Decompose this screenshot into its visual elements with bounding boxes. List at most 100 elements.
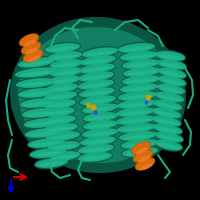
Ellipse shape [117, 99, 156, 109]
Ellipse shape [126, 62, 156, 67]
Ellipse shape [120, 110, 151, 115]
Ellipse shape [116, 98, 157, 110]
Ellipse shape [121, 102, 152, 107]
Ellipse shape [126, 78, 156, 83]
Ellipse shape [26, 111, 55, 116]
Ellipse shape [120, 83, 158, 93]
Ellipse shape [155, 51, 185, 61]
Ellipse shape [122, 46, 151, 51]
Ellipse shape [160, 87, 182, 93]
Ellipse shape [136, 158, 154, 170]
Ellipse shape [121, 139, 158, 149]
Ellipse shape [117, 123, 156, 133]
Ellipse shape [151, 106, 182, 120]
Ellipse shape [48, 126, 75, 131]
Ellipse shape [83, 67, 112, 72]
Ellipse shape [86, 131, 115, 136]
Ellipse shape [52, 54, 79, 59]
Ellipse shape [156, 82, 186, 96]
Ellipse shape [119, 131, 157, 141]
Ellipse shape [78, 79, 114, 90]
Ellipse shape [79, 63, 115, 74]
Ellipse shape [21, 107, 59, 119]
Ellipse shape [23, 117, 61, 129]
Ellipse shape [115, 114, 156, 126]
Ellipse shape [118, 130, 158, 142]
Ellipse shape [43, 99, 76, 109]
Ellipse shape [158, 95, 181, 101]
Ellipse shape [132, 142, 150, 154]
Ellipse shape [138, 155, 151, 162]
Ellipse shape [121, 74, 161, 86]
Ellipse shape [154, 130, 184, 144]
Ellipse shape [86, 107, 115, 112]
Ellipse shape [29, 131, 58, 136]
Ellipse shape [117, 42, 156, 54]
Ellipse shape [21, 41, 41, 55]
Ellipse shape [20, 81, 52, 86]
Ellipse shape [156, 58, 187, 71]
Ellipse shape [30, 148, 66, 158]
Ellipse shape [19, 33, 39, 47]
Ellipse shape [80, 95, 116, 106]
Ellipse shape [18, 88, 55, 98]
Ellipse shape [23, 49, 43, 63]
Ellipse shape [119, 50, 159, 62]
Ellipse shape [24, 127, 63, 139]
Ellipse shape [77, 78, 115, 91]
Ellipse shape [50, 134, 77, 139]
Ellipse shape [17, 87, 56, 99]
Ellipse shape [48, 51, 82, 61]
Ellipse shape [116, 107, 155, 117]
Ellipse shape [80, 55, 116, 66]
Ellipse shape [82, 111, 119, 123]
Ellipse shape [27, 137, 66, 149]
Ellipse shape [20, 98, 57, 108]
Ellipse shape [24, 50, 42, 62]
Ellipse shape [134, 150, 152, 162]
Ellipse shape [47, 74, 81, 86]
Ellipse shape [124, 54, 154, 59]
Ellipse shape [46, 118, 73, 123]
Ellipse shape [122, 94, 153, 99]
Ellipse shape [115, 106, 156, 118]
Ellipse shape [121, 126, 152, 131]
Ellipse shape [17, 56, 56, 69]
Ellipse shape [122, 75, 160, 85]
Ellipse shape [157, 74, 187, 88]
Ellipse shape [82, 103, 118, 114]
Ellipse shape [19, 71, 54, 76]
Ellipse shape [34, 151, 63, 156]
Ellipse shape [119, 82, 159, 94]
Ellipse shape [154, 138, 183, 152]
Ellipse shape [45, 43, 80, 53]
Ellipse shape [82, 147, 111, 152]
Ellipse shape [24, 39, 37, 46]
Ellipse shape [48, 86, 75, 91]
Ellipse shape [116, 122, 157, 134]
Ellipse shape [118, 43, 155, 53]
Ellipse shape [49, 66, 83, 78]
Ellipse shape [77, 70, 115, 83]
Ellipse shape [79, 87, 115, 98]
Ellipse shape [123, 67, 161, 77]
Ellipse shape [83, 120, 118, 130]
Ellipse shape [22, 42, 40, 54]
Ellipse shape [51, 78, 77, 83]
Ellipse shape [50, 59, 83, 69]
Ellipse shape [48, 75, 80, 85]
Ellipse shape [158, 135, 180, 141]
Ellipse shape [82, 83, 111, 88]
Ellipse shape [22, 108, 58, 118]
Ellipse shape [82, 128, 118, 138]
Ellipse shape [118, 91, 157, 101]
Ellipse shape [154, 90, 185, 104]
Ellipse shape [153, 124, 182, 134]
Ellipse shape [82, 155, 109, 160]
Ellipse shape [82, 75, 111, 80]
Ellipse shape [152, 98, 183, 112]
Ellipse shape [53, 62, 80, 67]
Ellipse shape [15, 77, 57, 89]
Ellipse shape [82, 119, 119, 131]
Ellipse shape [25, 128, 62, 138]
